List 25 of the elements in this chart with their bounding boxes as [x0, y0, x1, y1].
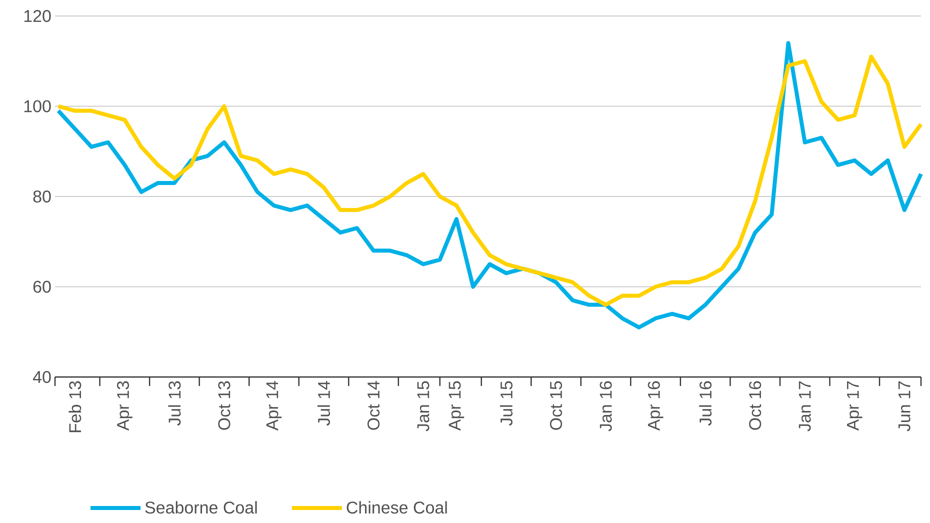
x-tick-label: Oct 15: [550, 381, 562, 430]
x-tick-label: Oct 14: [368, 381, 380, 430]
y-tick-label: 60: [33, 280, 51, 293]
y-tick-label: 120: [24, 10, 51, 22]
y-tick-label: 40: [32, 370, 51, 384]
y-tick-label: 100: [24, 100, 51, 112]
x-tick-label: Jun 17: [898, 381, 910, 432]
x-tick-label: Apr 14: [266, 381, 282, 431]
x-tick-label: Jul 13: [168, 381, 181, 426]
x-tick-label: Apr 15: [448, 381, 464, 431]
x-tick-label: Jul 16: [699, 381, 712, 426]
x-tick-label: Jul 15: [500, 381, 512, 426]
x-tick-label: Oct 16: [749, 381, 762, 430]
x-tick-label: Jan 17: [798, 381, 811, 432]
x-tick-label: Feb 13: [68, 381, 82, 432]
legend-label: Seaborne Coal: [145, 501, 257, 514]
x-tick-label: Jul 14: [318, 381, 330, 426]
x-tick-label: Apr 16: [648, 381, 664, 431]
x-tick-label: Apr 13: [116, 381, 132, 431]
y-tick-label: 80: [33, 190, 51, 203]
legend-label: Chinese Coal: [346, 501, 447, 514]
x-tick-label: Apr 17: [847, 381, 862, 431]
x-tick-label: Jan 16: [600, 381, 612, 432]
x-tick-label: Oct 13: [218, 381, 230, 430]
x-tick-label: Jan 15: [417, 381, 430, 432]
